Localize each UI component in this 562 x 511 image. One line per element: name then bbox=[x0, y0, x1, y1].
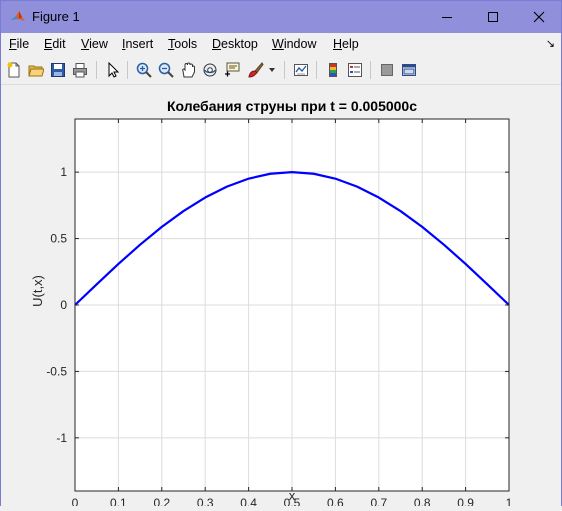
menu-view[interactable]: View bbox=[81, 37, 108, 51]
menu-tools[interactable]: Tools bbox=[168, 37, 198, 51]
y-axis-label: U(t,x) bbox=[30, 275, 45, 307]
pointer-icon[interactable] bbox=[102, 59, 124, 81]
new-figure-icon[interactable] bbox=[3, 59, 25, 81]
matlab-icon bbox=[11, 11, 25, 21]
legend-icon[interactable] bbox=[344, 59, 366, 81]
series-layer bbox=[74, 171, 510, 306]
print-icon[interactable] bbox=[69, 59, 91, 81]
toolbar-separator bbox=[370, 61, 371, 79]
y-tick-label: -0.5 bbox=[46, 364, 67, 378]
x-tick-label: 0.7 bbox=[370, 496, 387, 506]
x-axis-label: x bbox=[289, 488, 296, 503]
x-tick-label: 0.8 bbox=[414, 496, 431, 506]
maximize-button[interactable] bbox=[470, 1, 516, 33]
colorbar-icon[interactable] bbox=[322, 59, 344, 81]
menu-desktop[interactable]: Desktop bbox=[212, 37, 258, 51]
y-tick-label: 0 bbox=[60, 298, 67, 312]
pan-icon[interactable] bbox=[177, 59, 199, 81]
menu-file[interactable]: File bbox=[9, 37, 30, 51]
menu-window[interactable]: Window bbox=[272, 37, 317, 51]
toolbar-separator bbox=[316, 61, 317, 79]
toolbar-separator bbox=[284, 61, 285, 79]
x-tick-label: 1 bbox=[506, 496, 513, 506]
menu-bar: File Edit View Insert Tools Desktop Wind… bbox=[1, 33, 561, 55]
toolbar-separator bbox=[127, 61, 128, 79]
hide-plot-tools-icon[interactable] bbox=[376, 59, 398, 81]
x-tick-label: 0.3 bbox=[197, 496, 214, 506]
brush-icon[interactable] bbox=[245, 59, 267, 81]
title-bar[interactable]: Figure 1 bbox=[1, 1, 561, 33]
open-file-icon[interactable] bbox=[25, 59, 47, 81]
close-button[interactable] bbox=[516, 1, 562, 33]
minimize-icon bbox=[442, 17, 452, 18]
x-tick-label: 0.9 bbox=[457, 496, 474, 506]
x-tick-label: 0.2 bbox=[153, 496, 170, 506]
dock-arrow-icon[interactable]: ↘ bbox=[545, 38, 555, 50]
x-tick-label: 0.1 bbox=[110, 496, 127, 506]
data-cursor-icon[interactable] bbox=[221, 59, 243, 81]
close-icon bbox=[533, 11, 545, 23]
toolbar-separator bbox=[96, 61, 97, 79]
menu-insert[interactable]: Insert bbox=[122, 37, 154, 51]
x-tick-label: 0.4 bbox=[240, 496, 257, 506]
y-tick-label: -1 bbox=[56, 431, 67, 445]
series-line[interactable] bbox=[74, 171, 510, 306]
x-tick-label: 0.6 bbox=[327, 496, 344, 506]
y-tick-label: 1 bbox=[60, 165, 67, 179]
window-title: Figure 1 bbox=[32, 9, 80, 24]
line-chart[interactable]: 0 0.1 0.2 0.3 0.4 0.5 0.6 0.7 0.8 0.9 1-1-0.500.51… bbox=[1, 85, 561, 510]
figure-toolbar bbox=[1, 56, 561, 85]
menu-edit[interactable]: Edit bbox=[44, 37, 66, 51]
x-tick-label: 0 bbox=[72, 496, 79, 506]
zoom-in-icon[interactable] bbox=[133, 59, 155, 81]
show-plot-tools-icon[interactable] bbox=[398, 59, 420, 81]
save-icon[interactable] bbox=[47, 59, 69, 81]
zoom-out-icon[interactable] bbox=[155, 59, 177, 81]
minimize-button[interactable] bbox=[424, 1, 470, 33]
figure-canvas: 0 0.1 0.2 0.3 0.4 0.5 0.6 0.7 0.8 0.9 1 -1 -0.5 0 0.5 1… bbox=[1, 85, 561, 510]
rotate-3d-icon[interactable] bbox=[199, 59, 221, 81]
menu-help[interactable]: Help bbox=[333, 37, 359, 51]
link-plot-icon[interactable] bbox=[290, 59, 312, 81]
brush-dropdown-icon[interactable] bbox=[265, 59, 279, 81]
chart-title: Колебания струны при t = 0.005000c bbox=[167, 98, 417, 114]
maximize-icon bbox=[488, 12, 498, 22]
y-tick-label: 0.5 bbox=[50, 232, 67, 246]
